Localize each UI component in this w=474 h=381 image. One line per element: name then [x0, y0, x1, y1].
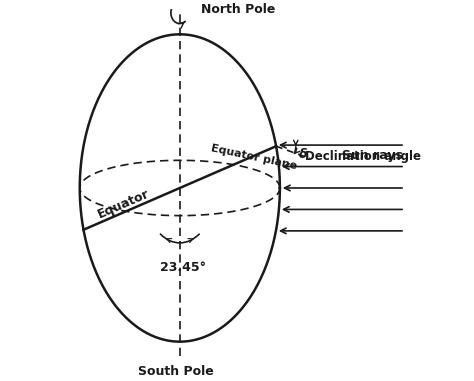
Text: Declination angle: Declination angle: [305, 149, 421, 163]
Text: North Pole: North Pole: [201, 3, 276, 16]
Text: Equator plane: Equator plane: [210, 143, 298, 171]
Text: 23.45°: 23.45°: [160, 261, 206, 274]
Text: δ: δ: [299, 147, 307, 160]
Text: Equator: Equator: [95, 187, 151, 221]
Text: South Pole: South Pole: [138, 365, 214, 378]
Text: Sun rays: Sun rays: [342, 149, 403, 162]
